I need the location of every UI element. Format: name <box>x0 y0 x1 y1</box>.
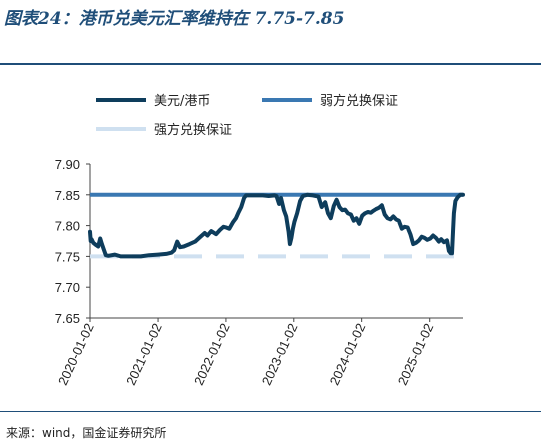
title-rule <box>0 63 541 65</box>
x-tick-label: 2020-01-02 <box>55 321 97 388</box>
x-tick-label: 2023-01-02 <box>259 321 301 388</box>
legend-item-strong-side: 强方兑换保证 <box>96 122 232 138</box>
legend-label: 弱方兑换保证 <box>320 93 398 109</box>
chart-title: 图表24：港币兑美元汇率维持在 7.75-7.85 <box>4 9 345 29</box>
x-tick-label: 2022-01-02 <box>191 321 233 388</box>
y-tick-label: 7.90 <box>55 157 80 172</box>
legend-label: 强方兑换保证 <box>154 122 232 138</box>
plot-area <box>88 192 465 259</box>
source-note: 来源：wind，国金证券研究所 <box>6 426 167 440</box>
y-tick-label: 7.80 <box>55 219 80 234</box>
legend-item-weak-side: 弱方兑换保证 <box>262 93 398 109</box>
usd-hkd-series-line <box>88 192 465 259</box>
legend-label: 美元/港币 <box>154 94 210 109</box>
y-tick-label: 7.85 <box>55 188 80 203</box>
y-tick-label: 7.75 <box>55 249 80 264</box>
y-tick-label: 7.70 <box>55 280 80 295</box>
source-rule <box>0 411 541 412</box>
x-tick-label: 2021-01-02 <box>123 321 165 388</box>
y-tick-label: 7.65 <box>55 311 80 326</box>
legend-item-usd-hkd: 美元/港币 <box>96 94 210 109</box>
x-tick-label: 2024-01-02 <box>327 321 369 388</box>
x-tick-label: 2025-01-02 <box>395 321 437 388</box>
